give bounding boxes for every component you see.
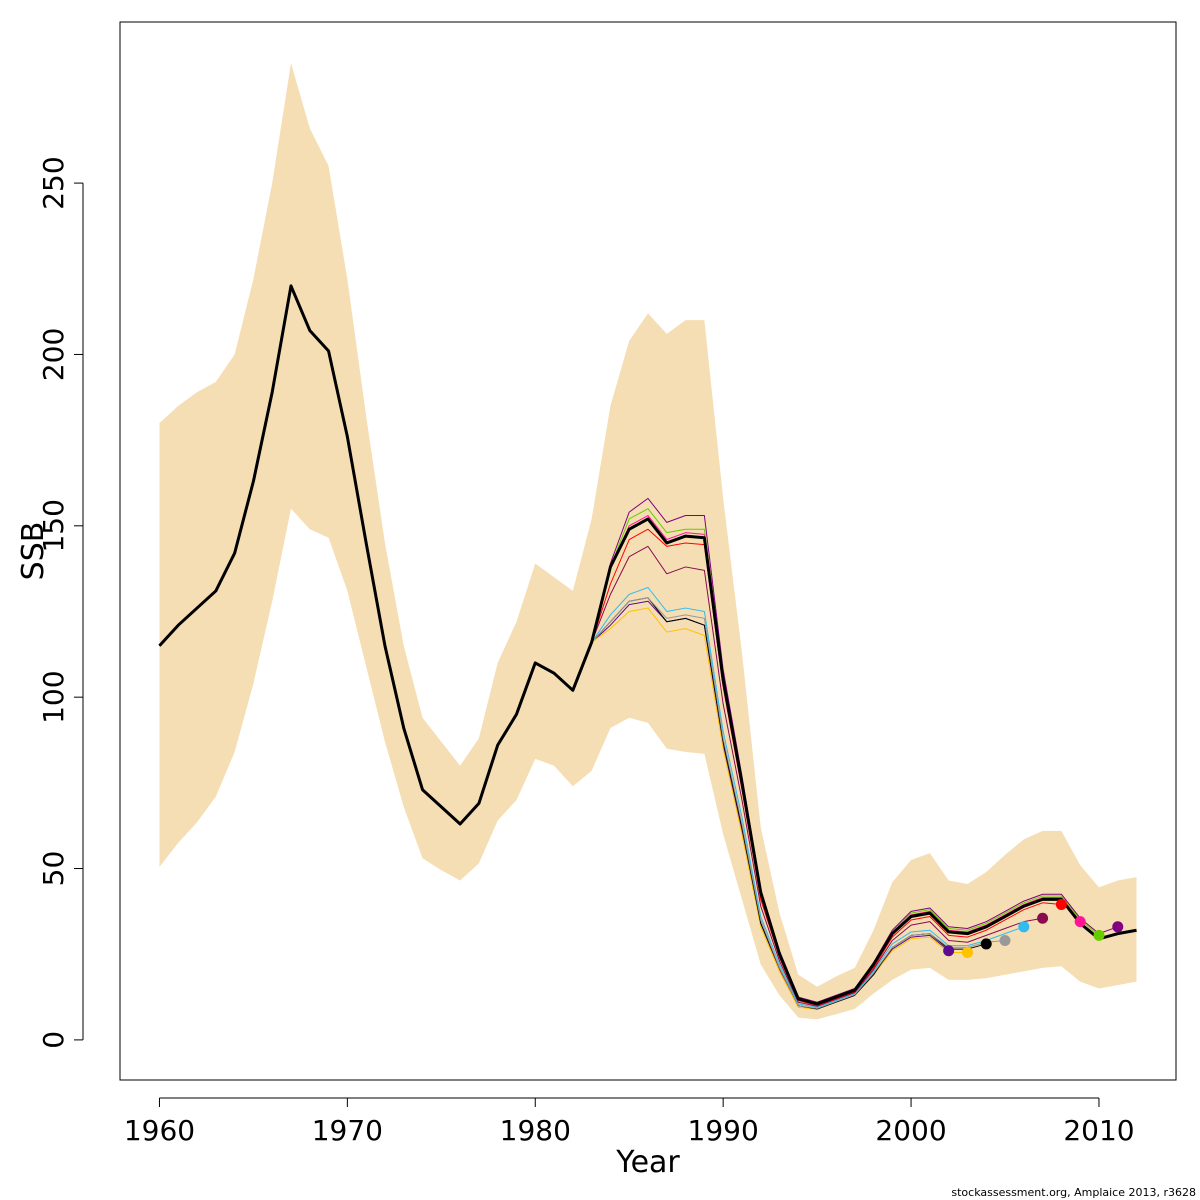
footer: stockassessment.org, Amplaice 2013, r362… [951, 1186, 1196, 1199]
end-point [1093, 929, 1105, 941]
series-line [158, 284, 1137, 1006]
end-point [943, 945, 955, 957]
x-tick-label: 2010 [1063, 1114, 1134, 1147]
y-axis-label: SSB [16, 522, 51, 581]
end-point [1055, 899, 1067, 911]
x-axis-label: Year [615, 1145, 680, 1180]
end-point [999, 935, 1011, 947]
end-point [961, 947, 973, 959]
x-tick-label: 1960 [124, 1114, 195, 1147]
x-tick-label: 1980 [500, 1114, 571, 1147]
end-point [1018, 921, 1030, 933]
end-point [980, 938, 992, 950]
end-point [1074, 916, 1086, 928]
end-point [1037, 912, 1049, 924]
x-tick-label: 1970 [312, 1114, 383, 1147]
confidence-band [159, 63, 1137, 1020]
y-tick-label: 250 [37, 156, 70, 209]
y-tick-label: 0 [37, 1031, 70, 1049]
x-tick-label: 2000 [875, 1114, 946, 1147]
y-tick-label: 200 [37, 328, 70, 381]
y-tick-label: 150 [37, 499, 70, 552]
plot-frame [119, 21, 1177, 1081]
y-tick-label: 100 [37, 670, 70, 723]
x-tick-label: 1990 [688, 1114, 759, 1147]
y-tick-label: 50 [37, 851, 70, 887]
end-point [1112, 921, 1124, 933]
